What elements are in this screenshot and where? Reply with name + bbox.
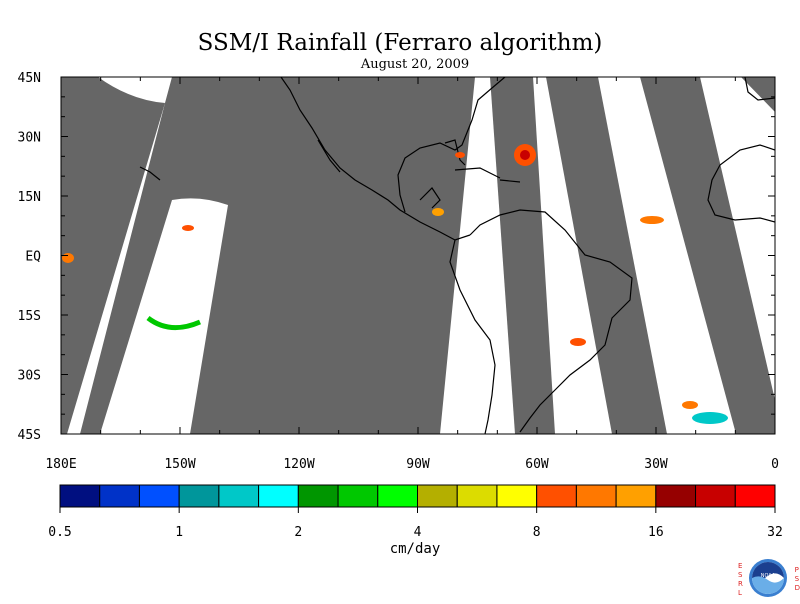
- colorbar-swatch: [258, 484, 299, 508]
- colorbar-label: 1: [175, 525, 183, 540]
- colorbar-label: 0.5: [48, 525, 71, 540]
- rain-cell-sargasso: [455, 152, 465, 158]
- colorbar-label: 16: [648, 525, 664, 540]
- lat-label: EQ: [25, 250, 41, 265]
- lon-label: 180E: [45, 457, 76, 470]
- rain-cell-south-brazil: [570, 338, 586, 346]
- lat-label: 30S: [18, 369, 41, 384]
- rain-cell-central-pacific: [182, 225, 194, 231]
- colorbar-swatch: [377, 484, 418, 508]
- colorbar-swatches: [59, 484, 776, 508]
- coast-hawaii: [139, 166, 161, 181]
- rain-cell-hurricane-core: [520, 150, 530, 160]
- lat-label: 15N: [18, 190, 41, 205]
- lon-label: 30W: [644, 457, 668, 470]
- colorbar-swatch: [417, 484, 458, 508]
- coast-hispaniola: [499, 179, 521, 183]
- swath-gap-6: [741, 77, 775, 112]
- longitude-ticks: 180E 150W 120W 90W 60W 30W 0: [45, 77, 779, 470]
- lat-label: 45S: [18, 428, 41, 443]
- colorbar-swatch: [297, 484, 339, 508]
- colorbar-swatch: [496, 484, 538, 508]
- latitude-ticks: 45N 30N 15N EQ 15S 30S 45S: [18, 71, 775, 443]
- coast-africa-west: [707, 144, 775, 223]
- swath-gap-4: [546, 77, 667, 434]
- colorbar-swatch: [59, 484, 101, 508]
- colorbar-labels: 0.5 1 2 4 8 16 32: [48, 507, 783, 540]
- colorbar-label: 4: [414, 525, 422, 540]
- lat-label: 30N: [18, 131, 41, 146]
- coastlines: [139, 77, 775, 434]
- colorbar-swatch: [456, 484, 498, 508]
- coast-south-america-west: [449, 239, 496, 434]
- rain-cell-atlantic-south-2: [682, 401, 698, 409]
- swath-gap-1: [61, 77, 165, 434]
- rain-cell-atlantic-south: [692, 412, 728, 424]
- colorbar-label: 8: [533, 525, 541, 540]
- coast-north-america-west: [280, 77, 471, 241]
- lon-label: 60W: [525, 457, 549, 470]
- swath-gap-3: [490, 77, 555, 434]
- colorbar: 0.5 1 2 4 8 16 32: [48, 484, 783, 540]
- coast-florida: [444, 139, 466, 166]
- rain-cells: [62, 144, 728, 424]
- coast-iberia: [744, 77, 775, 101]
- lon-label: 90W: [406, 457, 430, 470]
- colorbar-label: 32: [767, 525, 783, 540]
- colorbar-swatch: [337, 484, 379, 508]
- lon-label: 150W: [164, 457, 195, 470]
- lon-label: 0: [771, 457, 779, 470]
- lat-label: 45N: [18, 71, 41, 86]
- colorbar-swatch: [138, 484, 180, 508]
- colorbar-swatch: [178, 484, 220, 508]
- coast-cuba: [454, 167, 501, 179]
- swath-gap-2: [80, 77, 475, 434]
- lat-label: 15S: [18, 309, 41, 324]
- map-date: August 20, 2009: [360, 57, 470, 72]
- colorbar-swatch: [575, 484, 617, 508]
- rain-band-south-pacific: [146, 315, 201, 331]
- colorbar-swatch: [536, 484, 577, 508]
- swath-gap-5: [640, 77, 775, 434]
- colorbar-swatch: [734, 484, 776, 508]
- colorbar-swatch: [655, 484, 697, 508]
- colorbar-swatch: [615, 484, 657, 508]
- svg-text:NOAA: NOAA: [761, 573, 776, 579]
- map-title: SSM/I Rainfall (Ferraro algorithm): [197, 30, 603, 56]
- colorbar-swatch: [695, 484, 736, 508]
- coast-gulf-mexico: [397, 77, 506, 213]
- rainfall-map: 180E 150W 120W 90W 60W 30W 0 45N 30N 15N EQ 15S 30S…: [18, 71, 779, 470]
- coast-baja: [317, 139, 341, 173]
- coast-yucatan: [419, 187, 441, 209]
- rain-cell-central-america: [432, 208, 444, 216]
- colorbar-label: 2: [294, 525, 302, 540]
- colorbar-swatch: [99, 484, 140, 508]
- colorbar-swatch: [218, 484, 260, 508]
- rain-cell-itcz-east: [640, 216, 664, 224]
- lon-label: 120W: [283, 457, 314, 470]
- colorbar-unit-label: cm/day: [389, 541, 441, 557]
- no-data-swath-gaps: [61, 77, 775, 434]
- coast-south-america: [469, 209, 633, 433]
